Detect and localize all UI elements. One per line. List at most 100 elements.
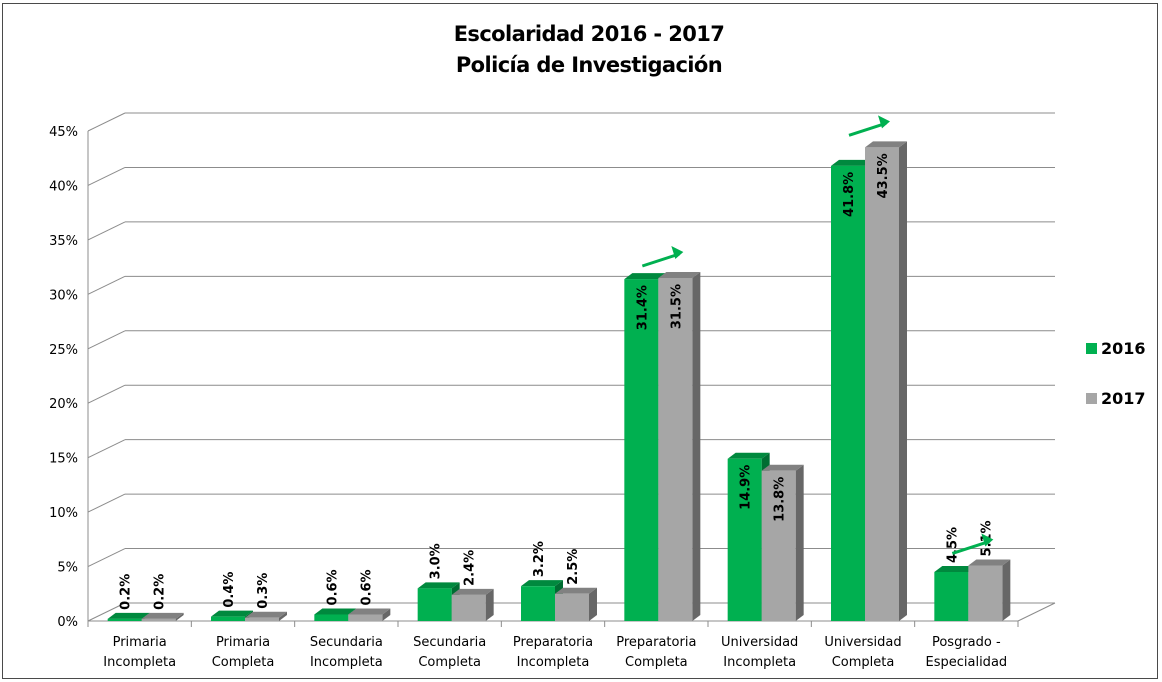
data-label-2016: 14.9% [739, 465, 754, 510]
y-tick-label: 30% [49, 288, 78, 303]
bar-2017-top [245, 611, 287, 618]
data-label-2016: 0.6% [325, 569, 340, 605]
bar-2017 [555, 593, 589, 621]
bar-2016-top [107, 612, 150, 619]
x-tick-label: Completa [832, 655, 895, 670]
gridline-side [87, 548, 126, 568]
x-tick-label: Secundaria [413, 635, 486, 650]
bar-2017-side [382, 608, 391, 621]
bar-2017 [451, 594, 486, 621]
bar-2017 [761, 470, 796, 621]
data-label-2017: 0.3% [256, 573, 271, 609]
floor-right-edge [1017, 602, 1056, 622]
x-tick-label: Incompleta [310, 655, 383, 670]
gridline-side [87, 221, 126, 241]
bar-2016 [934, 572, 969, 621]
bar-2017 [865, 147, 899, 622]
bar-2016-top [934, 566, 977, 572]
x-tick-label: Preparatoria [513, 635, 593, 650]
bar-2016 [417, 588, 452, 621]
bar-2016-top [727, 452, 770, 459]
bar-2016-top [521, 580, 563, 587]
data-label-2017: 2.5% [566, 549, 581, 585]
bar-2017-top [348, 608, 391, 615]
increase-arrow [641, 252, 680, 268]
bar-2016-top [624, 273, 667, 280]
bar-2017-side [1002, 559, 1011, 621]
data-label-2016: 0.4% [222, 572, 237, 608]
bar-2016-top [314, 608, 357, 615]
bar-2016-top [211, 610, 253, 617]
bar-2016 [314, 614, 349, 621]
x-tick-label: Especialidad [926, 655, 1008, 670]
bar-2017-side [485, 588, 494, 621]
chart-title: Escolaridad 2016 - 2017 [454, 22, 725, 46]
bar-2016 [831, 165, 865, 621]
gridline-side [87, 493, 126, 513]
gridline-side [87, 439, 126, 459]
increase-arrow-head [671, 246, 684, 259]
bar-2016 [624, 279, 659, 621]
x-tick-label: Universidad [824, 635, 901, 650]
y-tick-label: 0% [57, 615, 78, 630]
data-label-2016: 0.2% [119, 574, 134, 610]
data-label-2016: 41.8% [842, 172, 857, 217]
bar-2017-side [279, 611, 287, 621]
y-tick-label: 35% [49, 234, 78, 249]
bar-2017-side [692, 272, 701, 621]
bar-2016 [211, 616, 245, 621]
x-tick-label: Universidad [721, 635, 798, 650]
bar-2017-top [968, 559, 1011, 566]
gridline-side [87, 112, 126, 132]
bar-2017 [968, 565, 1003, 621]
data-label-2016: 3.2% [532, 541, 547, 577]
increase-arrow [848, 121, 887, 137]
bar-2017-top [658, 272, 701, 278]
y-tick-label: 45% [49, 125, 78, 140]
y-tick-label: 40% [49, 179, 78, 194]
bar-2017-side [175, 612, 184, 621]
bar-2016 [521, 586, 555, 621]
legend-label-2017: 2017 [1101, 389, 1146, 408]
x-tick-label: Preparatoria [616, 635, 696, 650]
data-label-2017: 2.4% [463, 550, 478, 586]
gridline-side [87, 602, 126, 622]
y-tick-label: 20% [49, 397, 78, 412]
bar-2017 [141, 618, 176, 621]
x-tick-label: Primaria [113, 635, 167, 650]
legend-label-2016: 2016 [1101, 339, 1146, 358]
bar-2017-top [555, 587, 597, 594]
y-tick-label: 10% [49, 506, 78, 521]
gridline-side [87, 166, 126, 186]
bar-2016 [107, 618, 142, 621]
chart-frame: Escolaridad 2016 - 2017 Policía de Inves… [2, 3, 1158, 679]
increase-arrow-head [878, 115, 890, 129]
y-tick-label: 25% [49, 343, 78, 358]
x-tick-label: Incompleta [103, 655, 176, 670]
data-label-2017: 0.2% [153, 574, 168, 610]
x-tick-label: Primaria [216, 635, 270, 650]
x-tick-label: Completa [212, 655, 275, 670]
x-tick-label: Secundaria [310, 635, 383, 650]
x-tick-label: Completa [418, 655, 481, 670]
data-label-2017: 13.8% [773, 477, 788, 522]
increase-arrow-head [981, 533, 994, 547]
bar-2017-top [761, 464, 804, 471]
bar-2017-side [899, 141, 907, 622]
gridline-side [87, 275, 126, 295]
bar-2017-top [141, 612, 184, 619]
bar-2017-top [451, 588, 494, 595]
bar-2017 [658, 278, 693, 621]
chart-subtitle: Policía de Investigación [456, 53, 722, 77]
gridline-side [87, 330, 126, 350]
bar-chart: Escolaridad 2016 - 2017 Policía de Inves… [49, 22, 1146, 670]
data-label-2016: 4.5% [945, 527, 960, 563]
bar-2017 [348, 614, 383, 621]
bar-2017-top [865, 141, 907, 148]
legend-swatch-2016 [1086, 343, 1097, 354]
bar-2016-top [417, 582, 460, 589]
y-tick-label: 5% [57, 561, 78, 576]
gridline-side [87, 384, 126, 404]
bar-2017-side [589, 587, 597, 621]
x-tick-label: Completa [625, 655, 688, 670]
